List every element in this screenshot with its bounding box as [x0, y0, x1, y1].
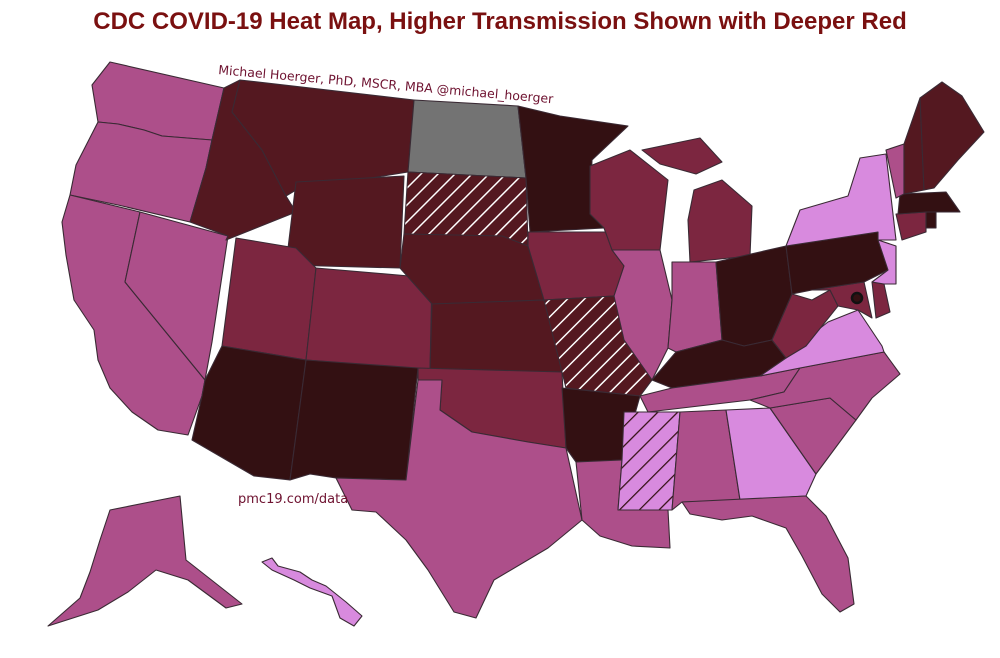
state-RI [925, 211, 937, 229]
data-source-url: pmc19.com/data [238, 492, 348, 507]
state-UT [221, 237, 317, 361]
state-WY [285, 175, 405, 269]
state-TX [335, 379, 583, 619]
map-title: CDC COVID-19 Heat Map, Higher Transmissi… [93, 8, 907, 35]
state-DE [871, 281, 891, 319]
state-IN [667, 261, 723, 353]
state-AZ [191, 345, 307, 481]
state-NJ [871, 239, 897, 285]
state-KS [429, 299, 563, 373]
state-AK [47, 495, 243, 627]
state-DC [850, 291, 864, 305]
state-MS [617, 411, 681, 511]
state-HI [261, 557, 363, 627]
state-FL [681, 495, 855, 613]
state-NM [289, 359, 419, 481]
state-NY [785, 153, 897, 247]
state-GA [725, 407, 817, 501]
state-ME [919, 81, 985, 191]
state-ND [407, 99, 527, 179]
state-MA [897, 191, 961, 215]
state-NV [124, 211, 229, 381]
state-CT [895, 211, 927, 241]
